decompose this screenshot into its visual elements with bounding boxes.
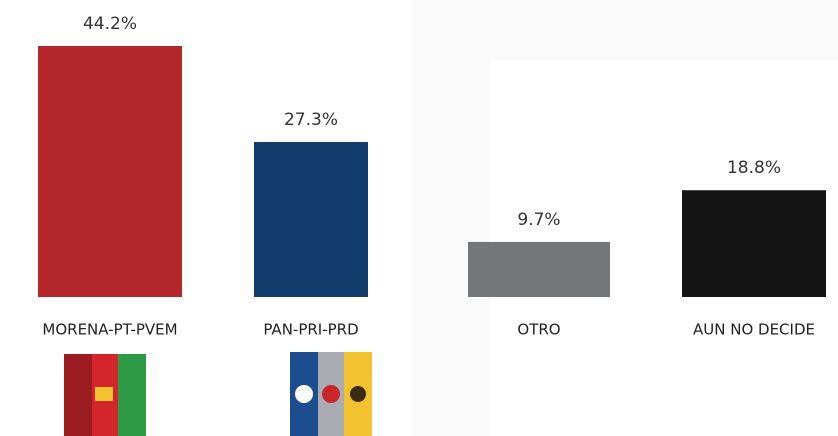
logo-morena-pt-pvem [64, 354, 146, 436]
x-tick-label: PAN-PRI-PRD [263, 321, 358, 339]
bar [254, 141, 368, 297]
logo-pan-pri-prd [290, 352, 372, 436]
x-tick-label: OTRO [517, 321, 560, 339]
value-label: 18.8% [727, 158, 781, 178]
value-label: 27.3% [284, 110, 338, 130]
x-tick-label: AUN NO DECIDE [693, 321, 815, 339]
value-label: 44.2% [83, 14, 137, 34]
bar [682, 190, 826, 297]
value-label: 9.7% [517, 210, 560, 230]
bar [468, 241, 610, 297]
x-tick-label: MORENA-PT-PVEM [42, 321, 177, 339]
bar [38, 46, 182, 297]
